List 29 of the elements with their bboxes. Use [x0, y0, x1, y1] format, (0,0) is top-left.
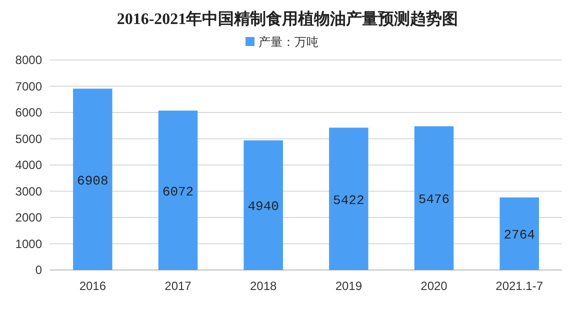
y-tick-label: 1000	[15, 236, 42, 251]
data-label: 5422	[333, 192, 364, 208]
bar	[73, 88, 112, 270]
x-tick-label: 2017	[164, 279, 192, 293]
x-tick-label: 2019	[335, 279, 362, 293]
data-label: 2764	[504, 228, 536, 243]
y-tick-label: 5000	[15, 132, 42, 146]
y-tick-label: 2000	[15, 210, 42, 224]
data-label: 5476	[418, 192, 450, 208]
bar	[500, 197, 539, 270]
x-tick-label: 2021.1-7	[496, 279, 544, 293]
y-tick-label: 7000	[15, 79, 42, 94]
bar	[244, 140, 283, 270]
x-tick-label: 2016	[79, 279, 106, 293]
y-tick-label: 6000	[15, 106, 42, 120]
legend-label: 产量：万吨	[258, 35, 318, 49]
y-tick-label: 0	[35, 263, 42, 277]
bar	[329, 128, 368, 270]
x-tick-label: 2018	[250, 279, 278, 293]
data-label: 6908	[77, 173, 108, 188]
data-label: 4940	[248, 199, 279, 214]
bar	[158, 110, 198, 270]
bar	[414, 126, 454, 270]
y-tick-label: 4000	[15, 158, 42, 172]
y-tick-label: 8000	[15, 53, 42, 67]
x-tick-label: 2020	[420, 279, 448, 293]
y-tick-label: 3000	[15, 184, 42, 198]
chart-title: 2016-2021年中国精制食用植物油产量预测趋势图	[116, 10, 458, 28]
data-label: 6072	[162, 184, 194, 200]
